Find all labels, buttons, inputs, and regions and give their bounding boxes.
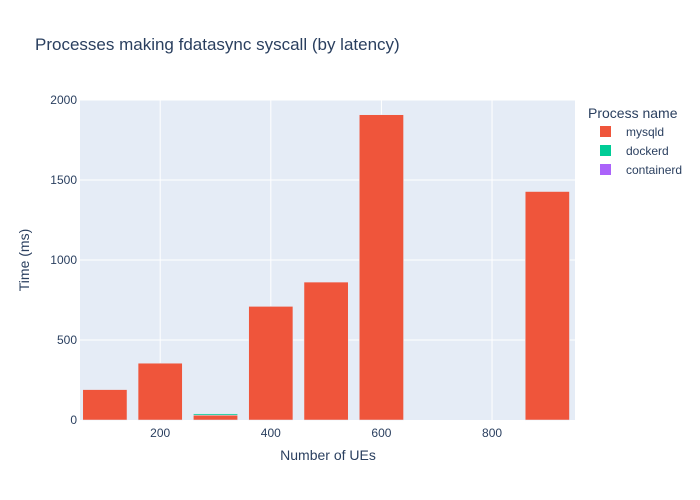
legend-swatch-containerd <box>600 164 611 175</box>
bar-mysqld-200 <box>137 362 183 421</box>
bar-mysqld-600 <box>359 114 404 421</box>
legend-title: Process name <box>588 105 678 121</box>
bar-mysqld-900 <box>524 191 570 421</box>
x-axis-title: Number of UEs <box>280 447 376 463</box>
x-tick-label: 600 <box>371 426 391 440</box>
legend-swatch-dockerd <box>600 145 611 156</box>
x-ticks: 200 400 600 800 <box>150 426 502 440</box>
legend-label-dockerd: dockerd <box>626 144 669 158</box>
bar-mysqld-500 <box>303 281 349 421</box>
bar-mysqld-400 <box>248 306 294 421</box>
bar-mysqld-100 <box>82 389 128 421</box>
legend-label-containerd: containerd <box>626 163 682 177</box>
legend-label-mysqld: mysqld <box>626 125 664 139</box>
y-tick-label: 1000 <box>50 253 77 267</box>
y-tick-label: 500 <box>57 333 77 347</box>
y-ticks: 0 500 1000 1500 2000 <box>50 93 77 427</box>
y-tick-label: 2000 <box>50 93 77 107</box>
y-tick-label: 1500 <box>50 173 77 187</box>
chart-title: Processes making fdatasync syscall (by l… <box>35 35 400 54</box>
legend-swatch-mysqld <box>600 126 611 137</box>
x-tick-label: 800 <box>482 426 502 440</box>
y-tick-label: 0 <box>70 413 77 427</box>
x-tick-label: 200 <box>150 426 170 440</box>
x-tick-label: 400 <box>261 426 281 440</box>
legend: Process name mysqld dockerd containerd <box>588 105 682 177</box>
bar-dockerd-300 <box>193 413 238 416</box>
bars <box>82 114 570 421</box>
bar-mysqld-300 <box>193 414 238 421</box>
y-axis-title: Time (ms) <box>16 229 32 291</box>
